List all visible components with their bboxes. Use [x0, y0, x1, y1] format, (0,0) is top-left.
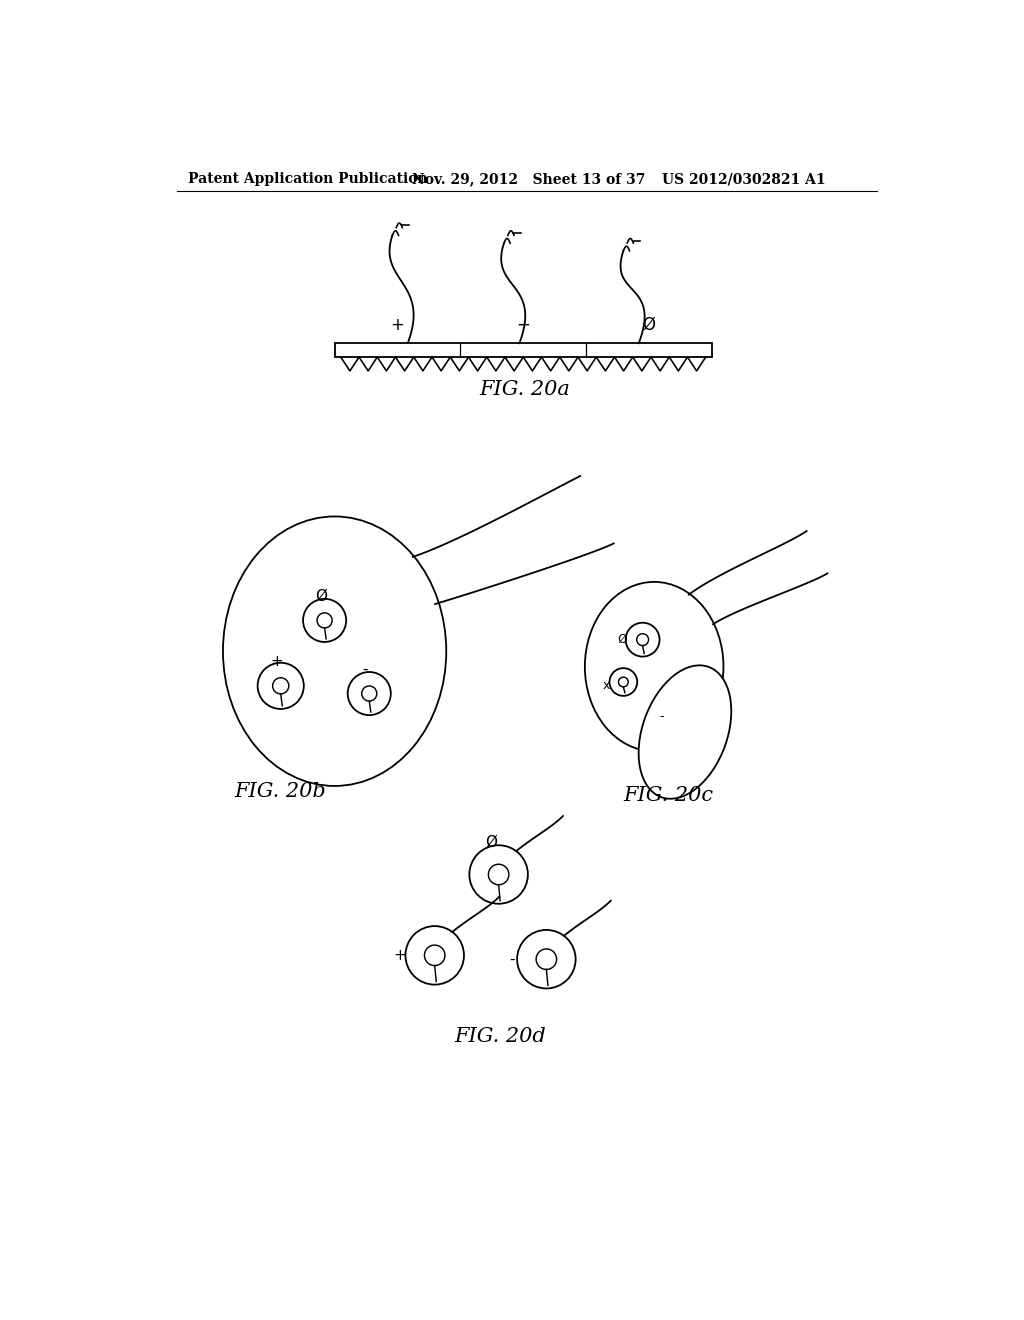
Text: Ø: Ø	[485, 834, 497, 850]
Text: -: -	[362, 661, 369, 676]
Text: US 2012/0302821 A1: US 2012/0302821 A1	[662, 172, 825, 186]
Text: −: −	[516, 315, 530, 334]
Text: Ø: Ø	[617, 634, 628, 647]
Text: +: +	[270, 653, 284, 669]
Text: -: -	[509, 952, 514, 966]
Text: x: x	[603, 680, 610, 693]
Ellipse shape	[639, 665, 731, 799]
Text: +: +	[393, 948, 407, 962]
Text: -: -	[659, 710, 665, 723]
Text: Ø: Ø	[642, 315, 655, 334]
Text: Nov. 29, 2012   Sheet 13 of 37: Nov. 29, 2012 Sheet 13 of 37	[412, 172, 645, 186]
Text: +: +	[390, 315, 404, 334]
Text: FIG. 20c: FIG. 20c	[624, 785, 714, 805]
Text: FIG. 20b: FIG. 20b	[234, 781, 327, 801]
Text: FIG. 20d: FIG. 20d	[455, 1027, 546, 1045]
Text: FIG. 20a: FIG. 20a	[479, 380, 570, 399]
Bar	[335, 343, 712, 358]
Text: Patent Application Publication: Patent Application Publication	[188, 172, 428, 186]
Text: Ø: Ø	[314, 589, 327, 603]
